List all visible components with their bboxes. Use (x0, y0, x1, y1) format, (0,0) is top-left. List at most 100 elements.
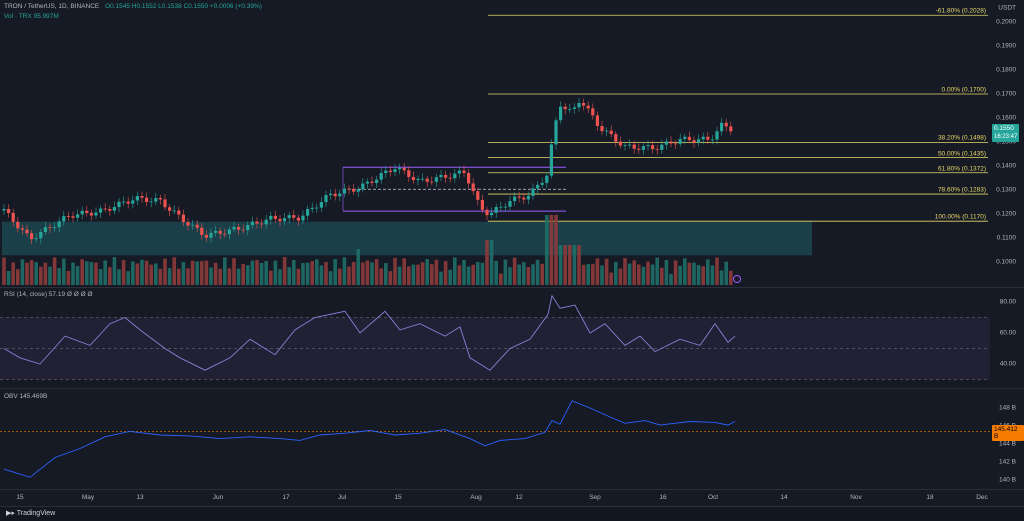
candle-body (20, 228, 24, 230)
volume-bar (135, 263, 140, 285)
volume-legend[interactable]: Vol · TRX 95.997M (4, 13, 59, 20)
volume-bar (706, 259, 710, 285)
obv-line (3, 400, 736, 478)
volume-bar (75, 266, 80, 285)
volume-bar (554, 215, 558, 285)
symbol-header[interactable]: TRON / TetherUS, 1D, BINANCE O0.1545 H0.… (4, 3, 262, 10)
candle-body (623, 145, 627, 146)
volume-bar (16, 269, 20, 285)
volume-bar (305, 262, 310, 285)
candle-body (660, 144, 664, 150)
candle-body (655, 149, 659, 150)
volume-bar (25, 262, 29, 285)
volume-bar (604, 258, 609, 285)
volume-bar (365, 260, 370, 285)
volume-bar (476, 261, 480, 285)
volume-bar (347, 266, 351, 285)
candle-body (347, 188, 351, 190)
price-tick-label: 0.1500 (996, 138, 1016, 146)
candle-body (108, 208, 112, 211)
volume-bar (43, 262, 48, 285)
candle-body (577, 102, 581, 108)
candle-body (526, 195, 530, 200)
volume-bar (623, 258, 627, 285)
candle-body (531, 188, 535, 196)
volume-bar (190, 260, 195, 285)
volume-bar (558, 245, 563, 285)
volume-bar (57, 268, 61, 285)
candle-body (724, 122, 728, 127)
candle-body (149, 201, 153, 203)
candle-body (453, 173, 457, 179)
volume-bar (264, 261, 268, 285)
candle-body (195, 224, 199, 228)
candle-body (310, 207, 314, 209)
rsi-obv-separator[interactable] (0, 388, 1024, 389)
candle-body (370, 181, 374, 183)
time-tick-label: 13 (136, 494, 144, 501)
obv-time-separator (0, 489, 1024, 490)
volume-bar (98, 269, 103, 285)
volume-bar (462, 259, 466, 285)
candle-body (76, 214, 80, 218)
candle-body (388, 170, 392, 172)
volume-bar (315, 259, 319, 285)
volume-bar (641, 266, 646, 285)
volume-bar (200, 261, 204, 285)
price-tick-label: 0.1000 (996, 258, 1016, 266)
time-tick-label: 18 (926, 494, 934, 501)
volume-bar (204, 260, 209, 285)
volume-bar (278, 269, 282, 285)
volume-bar (503, 259, 508, 285)
volume-bar (416, 264, 420, 285)
symbol-title[interactable]: TRON / TetherUS, 1D, BINANCE (4, 3, 100, 10)
candle-body (632, 144, 636, 149)
price-rsi-separator[interactable] (0, 287, 1024, 288)
support-zone (2, 221, 812, 256)
fib-label: 50.00% (0.1435) (937, 150, 986, 158)
volume-bar (140, 259, 144, 285)
volume-bar (287, 267, 291, 285)
candle-body (218, 230, 222, 234)
time-tick-label: 15 (16, 494, 24, 501)
candle-body (411, 176, 415, 181)
volume-bar (374, 259, 379, 285)
candle-body (618, 141, 622, 146)
volume-bar (259, 262, 264, 285)
volume-bar (393, 257, 397, 285)
volume-bar (678, 265, 682, 285)
obv-legend[interactable]: OBV 145.469B (4, 393, 48, 400)
candle-body (697, 139, 701, 143)
candle-body (715, 131, 719, 140)
volume-bar (471, 264, 475, 285)
obv-tick-label: 148 B (999, 404, 1016, 412)
candle-body (379, 173, 383, 180)
tradingview-brand[interactable]: TradingView (16, 510, 56, 517)
volume-bar (466, 266, 471, 285)
volume-bar (149, 264, 153, 285)
rsi-legend[interactable]: RSI (14, close) 57.19 Ø Ø Ø Ø (4, 291, 93, 298)
tradingview-logo-icon[interactable]: ▶▸ TradingView (6, 510, 56, 517)
candle-body (53, 227, 57, 229)
candle-body (260, 223, 264, 225)
volume-bar (687, 262, 692, 285)
candle-body (269, 215, 273, 220)
candle-body (223, 233, 227, 235)
candle-body (508, 201, 512, 207)
candle-body (140, 196, 144, 198)
volume-bar (333, 258, 337, 285)
footer-bar: ▶▸ TradingView (0, 506, 1024, 521)
candle-body (177, 210, 181, 215)
obv-value-badge: 145.412 B (992, 425, 1024, 441)
fib-label: 100.00% (0.1170) (934, 213, 986, 221)
volume-bar (540, 263, 544, 285)
candle-body (646, 145, 650, 147)
candle-body (402, 167, 406, 171)
candle-body (181, 214, 185, 223)
price-chart[interactable] (0, 0, 1024, 505)
volume-bar (572, 245, 577, 285)
volume-bar (669, 273, 673, 285)
candle-body (329, 193, 333, 196)
candle-body (278, 218, 282, 222)
volume-bar (241, 263, 245, 285)
